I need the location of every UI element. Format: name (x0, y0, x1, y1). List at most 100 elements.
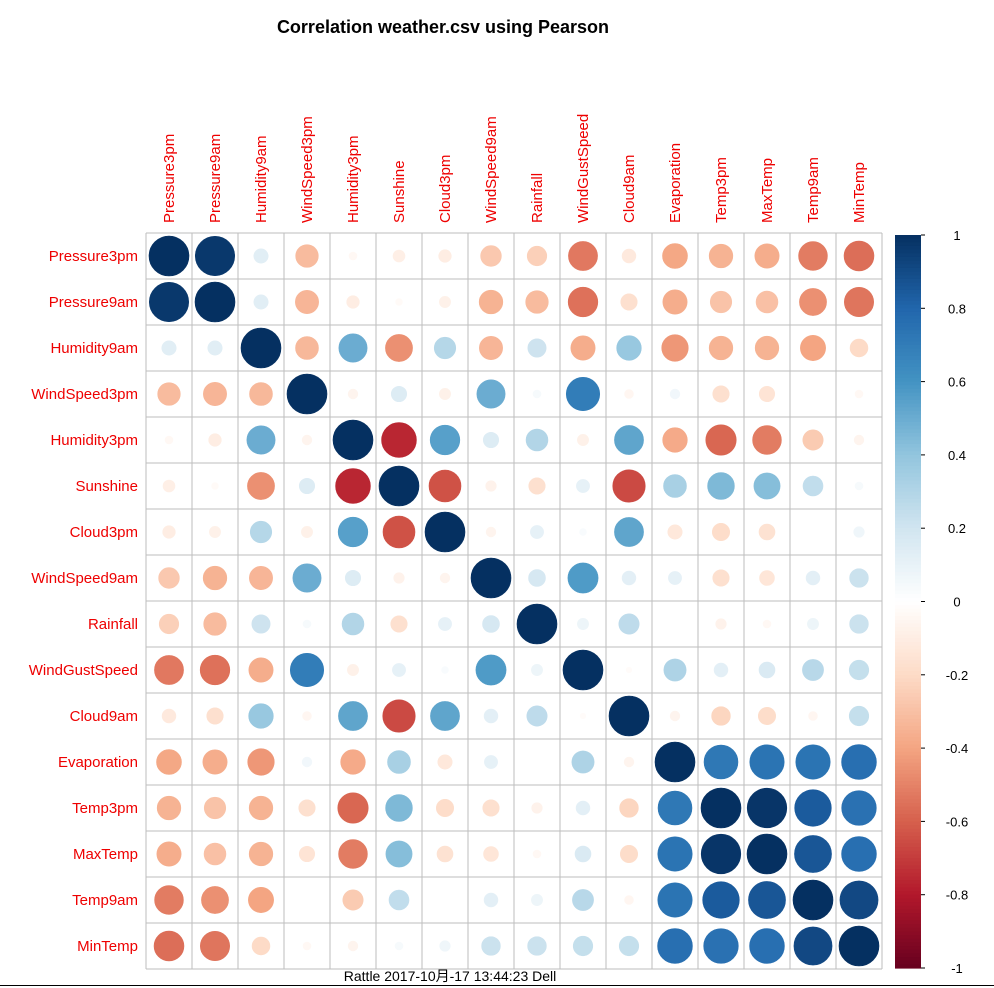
legend-swatch (895, 440, 921, 445)
correlation-circle (802, 429, 824, 451)
correlation-circle (161, 708, 177, 724)
correlation-circle (668, 571, 682, 585)
correlation-circle (483, 708, 499, 724)
correlation-circle (430, 701, 460, 731)
column-label: WindSpeed9am (483, 116, 500, 223)
legend-swatch (895, 557, 921, 562)
correlation-circle (526, 245, 548, 267)
correlation-circle (608, 695, 650, 737)
correlation-circle (483, 892, 499, 908)
legend-tick-label: -0.2 (946, 668, 968, 683)
legend-swatch (895, 924, 921, 929)
legend-swatch (895, 286, 921, 291)
correlation-circle (748, 881, 786, 919)
correlation-circle (439, 388, 451, 400)
correlation-circle (485, 526, 497, 538)
correlation-circle (195, 236, 235, 276)
correlation-circle (839, 880, 879, 920)
legend-swatch (895, 414, 921, 419)
correlation-circle (439, 296, 451, 308)
legend-swatch (895, 799, 921, 804)
legend-swatch (895, 491, 921, 496)
correlation-circle (302, 941, 312, 951)
correlation-circle (712, 385, 730, 403)
legend-swatch (895, 616, 921, 621)
correlation-circle (525, 290, 549, 314)
correlation-circle (700, 833, 742, 875)
legend-swatch (895, 275, 921, 280)
correlation-circle (251, 936, 271, 956)
correlation-circle (525, 428, 549, 452)
legend-swatch (895, 964, 921, 969)
correlation-circle (713, 662, 729, 678)
correlation-circle (388, 889, 410, 911)
legend-swatch (895, 832, 921, 837)
column-label: WindSpeed3pm (299, 116, 316, 223)
legend-swatch (895, 839, 921, 844)
legend-swatch (895, 517, 921, 522)
legend-swatch (895, 682, 921, 687)
correlation-circle (577, 434, 589, 446)
legend-swatch (895, 858, 921, 863)
legend-swatch (895, 773, 921, 779)
legend-swatch (895, 242, 921, 247)
correlation-circle (428, 469, 462, 503)
legend-swatch (895, 550, 921, 555)
correlation-circle (298, 477, 316, 495)
correlation-circle (805, 570, 821, 586)
correlation-circle (481, 936, 501, 956)
correlation-circle (295, 290, 319, 314)
correlation-circle (661, 334, 689, 362)
legend-tick-label: 1 (953, 228, 960, 243)
legend-swatch (895, 737, 921, 742)
correlation-circle (700, 787, 742, 829)
legend-swatch (895, 278, 921, 284)
correlation-circle (148, 235, 190, 277)
legend-swatch (895, 579, 921, 584)
correlation-circle (153, 930, 185, 962)
legend-swatch (895, 671, 921, 676)
legend-swatch (895, 630, 921, 636)
legend-tick-label: 0.2 (948, 521, 966, 536)
correlation-circle (482, 431, 500, 449)
legend-swatch (895, 374, 921, 379)
legend-swatch (895, 693, 921, 698)
correlation-circle (248, 703, 274, 729)
correlation-circle (703, 744, 739, 780)
legend-swatch (895, 656, 921, 661)
correlation-circle (301, 434, 313, 446)
correlation-circle (340, 749, 366, 775)
row-labels: Pressure3pm Pressure9am Humidity9am WindSpe… (29, 248, 138, 955)
correlation-circle (208, 433, 222, 447)
correlation-circle (794, 835, 832, 873)
legend-swatch (895, 711, 921, 716)
legend-swatch (895, 652, 921, 658)
correlation-circle (162, 525, 176, 539)
correlation-circle (470, 557, 512, 599)
legend-swatch (895, 729, 921, 735)
correlation-circle (203, 796, 227, 820)
column-label: Temp9am (805, 157, 822, 223)
legend-swatch (895, 304, 921, 309)
column-label: WindGustSpeed (575, 114, 592, 223)
correlation-circle (289, 652, 325, 688)
legend-swatch (895, 854, 921, 859)
legend-swatch (895, 696, 921, 702)
legend-swatch (895, 377, 921, 383)
correlation-cells (145, 232, 883, 970)
row-label: Cloud9am (70, 708, 138, 725)
legend-swatch (895, 352, 921, 357)
correlation-circle (385, 794, 413, 822)
correlation-circle (612, 469, 646, 503)
legend-swatch (895, 781, 921, 786)
correlation-circle (247, 748, 275, 776)
correlation-circle (577, 618, 589, 630)
correlation-circle (619, 798, 639, 818)
correlation-circle (528, 569, 546, 587)
correlation-circle (203, 842, 227, 866)
legend-swatch (895, 836, 921, 841)
legend-swatch (895, 418, 921, 423)
correlation-circle (793, 926, 833, 966)
correlation-circle (253, 248, 269, 264)
